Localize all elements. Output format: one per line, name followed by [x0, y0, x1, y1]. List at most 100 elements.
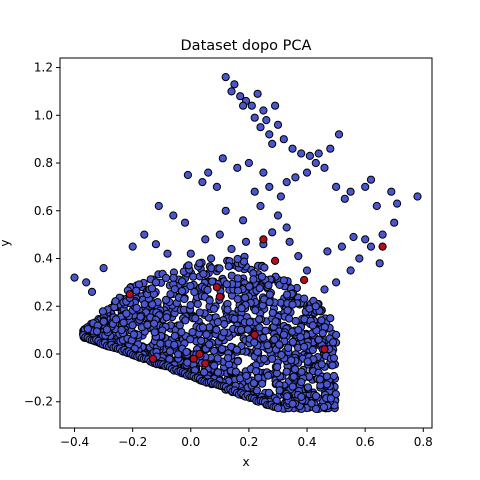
data-point	[277, 350, 286, 359]
data-point	[212, 182, 221, 191]
data-point	[180, 218, 190, 227]
data-point	[162, 273, 171, 283]
data-point	[243, 325, 252, 334]
data-point	[165, 347, 175, 356]
points-layer	[70, 73, 422, 413]
data-point	[268, 354, 277, 363]
data-point	[245, 282, 254, 291]
data-point	[288, 300, 297, 309]
data-point	[156, 339, 165, 348]
y-axis-label: y	[0, 239, 12, 246]
data-point	[170, 285, 179, 294]
data-point	[223, 354, 233, 363]
y-tick-label: 0.4	[34, 252, 53, 266]
data-point	[275, 340, 284, 349]
x-axis-ticks: −0.4 −0.2 0.0 0.2 0.4 0.6 0.8	[60, 428, 433, 449]
data-point	[170, 340, 179, 349]
data-point	[210, 361, 219, 370]
data-point	[340, 194, 349, 203]
data-point	[279, 276, 288, 285]
data-point	[191, 314, 200, 323]
data-point	[162, 313, 171, 322]
data-point	[213, 368, 223, 377]
y-tick-label: 0.0	[34, 347, 53, 361]
y-tick-label: 0.2	[34, 299, 53, 313]
data-point	[326, 144, 335, 153]
data-point	[258, 379, 267, 388]
data-point	[323, 247, 332, 256]
data-point-red	[201, 359, 210, 368]
data-point	[322, 372, 331, 381]
data-point	[294, 326, 303, 335]
data-point	[312, 391, 321, 401]
data-point	[260, 354, 269, 363]
data-point	[271, 317, 280, 326]
data-point	[218, 154, 227, 163]
data-point	[189, 272, 198, 281]
data-point	[242, 371, 251, 380]
data-point	[268, 228, 277, 237]
data-point-red	[378, 242, 387, 251]
data-point	[221, 206, 230, 215]
data-point	[201, 235, 210, 244]
data-point	[150, 328, 159, 337]
data-point	[175, 321, 184, 330]
data-point	[320, 163, 329, 172]
data-point	[282, 223, 291, 232]
y-tick-label: 0.8	[34, 156, 53, 170]
data-point	[390, 218, 399, 227]
data-point	[393, 199, 402, 208]
data-point	[212, 325, 221, 334]
data-point	[317, 360, 326, 369]
data-point	[346, 266, 355, 275]
data-point	[413, 192, 422, 201]
data-point	[227, 87, 236, 96]
data-point	[233, 357, 242, 366]
data-point	[297, 149, 306, 158]
data-point	[174, 350, 183, 359]
data-point	[264, 281, 273, 290]
data-point	[199, 269, 208, 278]
data-point	[233, 274, 242, 283]
x-tick-label: −0.2	[118, 435, 147, 449]
data-point-red	[212, 283, 221, 292]
data-point	[332, 182, 341, 191]
data-point	[237, 304, 246, 313]
data-point	[296, 333, 305, 342]
data-point	[233, 295, 242, 304]
data-point	[99, 317, 108, 326]
data-point	[239, 101, 248, 110]
data-point-red	[125, 290, 134, 299]
data-point	[188, 328, 197, 337]
data-point	[230, 80, 239, 89]
data-point	[311, 158, 320, 168]
data-point	[279, 330, 289, 339]
data-point	[183, 170, 192, 180]
data-point	[195, 259, 204, 268]
data-point	[87, 287, 97, 296]
data-point	[260, 263, 269, 272]
data-point	[186, 301, 195, 310]
data-point	[337, 242, 346, 251]
data-point	[186, 249, 195, 258]
data-point	[215, 264, 224, 273]
data-point	[213, 354, 222, 363]
data-point	[282, 290, 292, 299]
data-point	[300, 342, 309, 351]
data-point	[207, 254, 216, 263]
data-point	[200, 368, 209, 377]
data-point	[305, 151, 314, 160]
data-point	[186, 281, 195, 291]
data-point	[279, 135, 288, 144]
data-point	[119, 318, 128, 327]
data-point	[251, 306, 260, 315]
data-point	[182, 347, 191, 357]
data-point	[275, 386, 284, 395]
data-point	[154, 201, 163, 211]
data-point-red	[271, 256, 280, 265]
data-point	[223, 305, 232, 314]
data-point	[198, 178, 207, 187]
data-point	[273, 120, 283, 129]
y-axis-ticks: −0.2 0.0 0.2 0.4 0.6 0.8 1.0 1.2	[24, 61, 60, 409]
data-point	[232, 345, 241, 354]
